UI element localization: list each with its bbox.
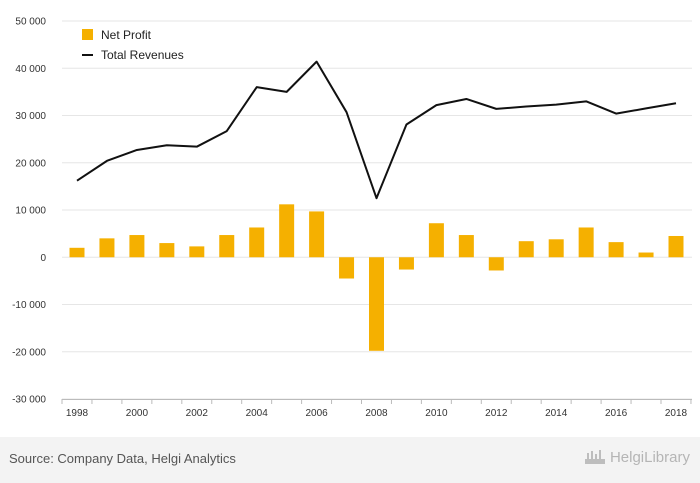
bar-net-profit xyxy=(339,257,355,279)
bar-net-profit xyxy=(398,257,414,270)
y-tick-label: 50 000 xyxy=(15,17,46,28)
x-tick-label: 2004 xyxy=(246,408,269,419)
x-tick-label: 2010 xyxy=(425,408,448,419)
bar-net-profit xyxy=(578,227,594,258)
brand[interactable]: HelgiLibrary xyxy=(584,448,690,466)
y-tick-label: 40 000 xyxy=(15,64,46,75)
x-tick-label: 2018 xyxy=(665,408,688,419)
footer: Source: Company Data, Helgi Analytics He… xyxy=(0,437,700,483)
bar-net-profit xyxy=(428,223,444,258)
x-tick-label: 2008 xyxy=(365,408,388,419)
x-tick-label: 2006 xyxy=(305,408,328,419)
x-tick-label: 2000 xyxy=(126,408,149,419)
x-tick-label: 2002 xyxy=(186,408,209,419)
bar-net-profit xyxy=(488,257,504,271)
helgi-logo-icon xyxy=(584,450,605,464)
bar-net-profit xyxy=(99,238,115,258)
line-total-revenues xyxy=(76,60,677,200)
legend-label-net-profit[interactable]: Net Profit xyxy=(101,28,152,42)
legend-label-total-revenues[interactable]: Total Revenues xyxy=(101,48,184,62)
bar-net-profit xyxy=(159,243,175,258)
bar-net-profit xyxy=(608,242,624,258)
bar-net-profit xyxy=(219,235,235,258)
bar-net-profit xyxy=(309,211,325,258)
bar-net-profit xyxy=(249,227,265,258)
bar-net-profit xyxy=(668,235,684,258)
bar-net-profit xyxy=(458,235,474,258)
bar-net-profit xyxy=(548,239,564,258)
brand-name: HelgiLibrary xyxy=(609,448,690,466)
bar-net-profit xyxy=(638,252,654,258)
bar-net-profit xyxy=(279,204,295,258)
bar-net-profit xyxy=(129,235,145,258)
bar-net-profit xyxy=(189,246,205,258)
y-tick-label: -10 000 xyxy=(12,300,46,311)
x-tick-label: 1998 xyxy=(66,408,89,419)
bar-net-profit xyxy=(518,241,534,258)
y-tick-label: 10 000 xyxy=(15,206,46,217)
legend-swatch-net-profit xyxy=(82,29,93,40)
y-tick-label: -30 000 xyxy=(12,395,46,406)
y-tick-label: 0 xyxy=(40,253,46,264)
y-tick-label: 20 000 xyxy=(15,158,46,169)
x-tick-label: 2016 xyxy=(605,408,628,419)
y-tick-label: 30 000 xyxy=(15,111,46,122)
y-tick-label: -20 000 xyxy=(12,347,46,358)
bar-net-profit xyxy=(369,257,384,351)
bar-net-profit xyxy=(69,247,85,258)
x-tick-label: 2014 xyxy=(545,408,568,419)
x-tick-label: 2012 xyxy=(485,408,508,419)
chart-svg: 50 000 40 000 30 000 20 000 10 000 0 -10 000 -2… xyxy=(12,17,692,419)
source-text: Source: Company Data, Helgi Analytics xyxy=(9,451,236,466)
